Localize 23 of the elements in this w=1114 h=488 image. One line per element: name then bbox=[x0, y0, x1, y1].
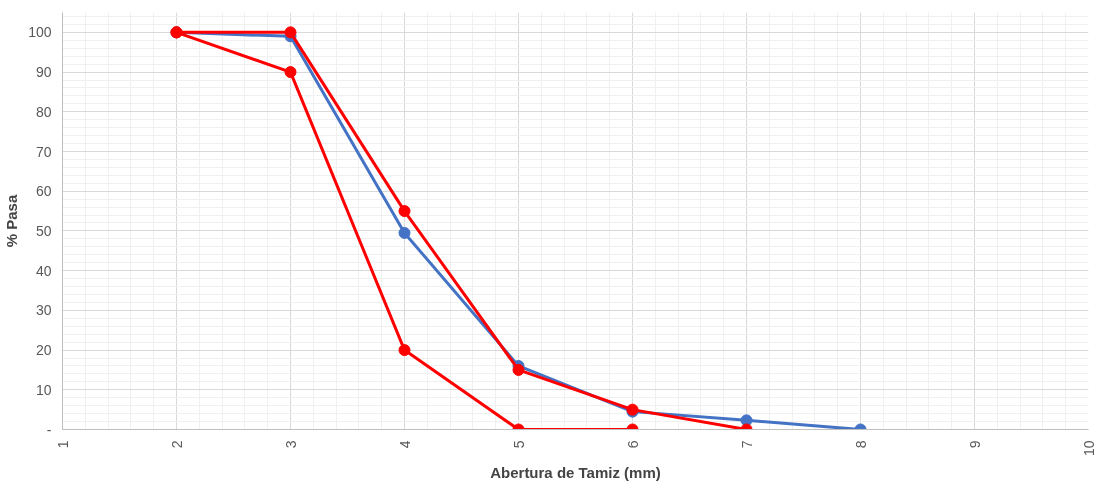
x-axis-title: Abertura de Tamiz (mm) bbox=[490, 464, 661, 482]
y-tick-label: 90 bbox=[35, 64, 52, 81]
y-tick-label: 70 bbox=[35, 143, 52, 160]
y-tick-label: 50 bbox=[35, 222, 52, 239]
y-tick-label: 40 bbox=[35, 262, 52, 279]
y-tick-label: - bbox=[46, 421, 52, 438]
x-tick-label: 7 bbox=[738, 440, 755, 449]
x-tick-label: 9 bbox=[966, 440, 983, 449]
y-axis-title: % Pasa bbox=[3, 194, 21, 248]
x-tick-label: 10 bbox=[1080, 440, 1097, 457]
y-tick-label: 60 bbox=[35, 183, 52, 200]
x-tick-label: 8 bbox=[852, 440, 869, 449]
y-tick-label: 80 bbox=[35, 103, 52, 120]
y-tick-label: 100 bbox=[28, 24, 52, 41]
x-tick-label: 3 bbox=[282, 440, 299, 449]
x-tick-label: 4 bbox=[396, 440, 413, 449]
y-tick-label: 30 bbox=[35, 302, 52, 319]
x-tick-label: 1 bbox=[54, 440, 71, 449]
y-tick-label: 10 bbox=[35, 381, 52, 398]
x-tick-label: 2 bbox=[168, 440, 185, 449]
y-tick-label: 20 bbox=[35, 342, 52, 359]
x-tick-label: 5 bbox=[510, 440, 527, 449]
x-tick-label: 6 bbox=[624, 440, 641, 449]
